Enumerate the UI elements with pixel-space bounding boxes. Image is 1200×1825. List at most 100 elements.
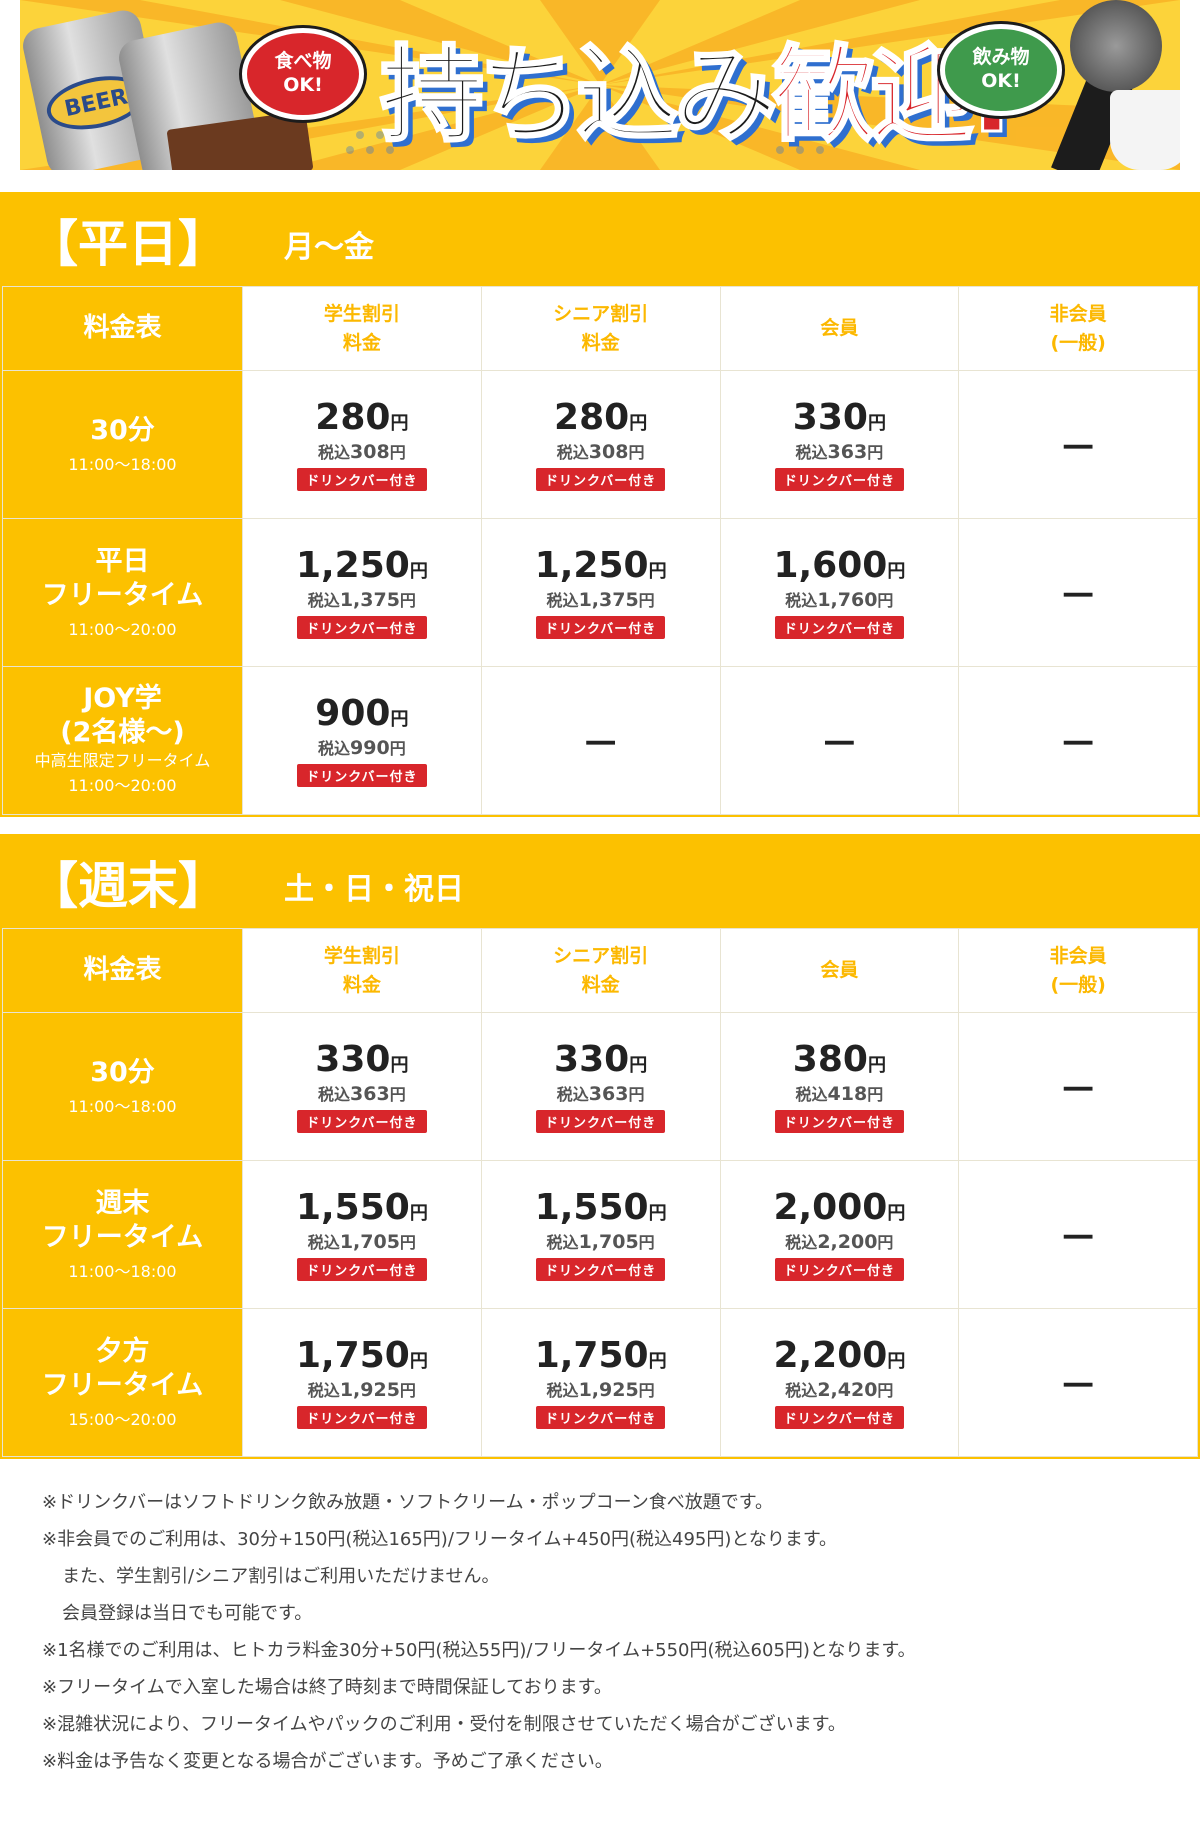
- not-available-dash: －: [1059, 722, 1098, 766]
- price-cell: 1,600円 税込1,760円 ドリンクバー付き: [719, 518, 960, 667]
- column-header-member: 会員: [719, 928, 960, 1013]
- tax-value: 308: [588, 441, 629, 464]
- price-cell: －: [719, 666, 960, 815]
- yen-unit: 円: [867, 412, 886, 434]
- tax-prefix: 税込: [318, 443, 351, 463]
- price-cell: 280円 税込308円 ドリンクバー付き: [480, 370, 721, 519]
- price-cell: －: [958, 1160, 1198, 1309]
- yen-unit: 円: [409, 560, 428, 582]
- drink-bar-badge: ドリンクバー付き: [297, 468, 427, 492]
- price-cell: －: [958, 1012, 1198, 1161]
- banner-headline: 持ち込み歓迎!: [378, 10, 1016, 161]
- tax-included-price: 税込990円: [243, 735, 481, 759]
- tax-value: 990: [350, 737, 390, 760]
- yen-unit: 円: [389, 1085, 406, 1105]
- tax-value: 418: [827, 1083, 868, 1106]
- yen-unit: 円: [390, 708, 409, 730]
- price-amount: 900円: [243, 693, 481, 734]
- price-amount: 1,600円: [721, 544, 959, 586]
- plan-name: JOY学: [83, 682, 162, 714]
- food-ok-line: 食べ物: [274, 50, 332, 73]
- headline-black: 持ち込み: [378, 33, 779, 158]
- drink-bar-badge: ドリンクバー付き: [774, 468, 905, 492]
- yen-unit: 円: [390, 1054, 409, 1076]
- price-cell: －: [480, 666, 721, 815]
- tax-included-price: 税込308円: [243, 439, 481, 463]
- price-value: 1,750: [534, 1334, 649, 1376]
- yen-unit: 円: [867, 1085, 884, 1105]
- price-value: 330: [792, 396, 868, 438]
- tax-included-price: 税込1,925円: [482, 1377, 720, 1401]
- not-available-dash: －: [1059, 574, 1098, 618]
- note-line: ※フリータイムで入室した場合は終了時刻まで時間保証しております。: [42, 1677, 612, 1698]
- tax-value: 363: [827, 441, 868, 464]
- plan-name: 夕方: [95, 1335, 150, 1367]
- tax-prefix: 税込: [556, 1085, 589, 1105]
- plan-name: 30分: [90, 1056, 155, 1088]
- drink-bar-badge: ドリンクバー付き: [535, 1258, 666, 1282]
- column-header-student: 学生割引 料金: [242, 286, 482, 371]
- not-available-dash: －: [820, 722, 859, 766]
- price-amount: 280円: [243, 397, 481, 438]
- row-header: 平日 フリータイム 11:00～20:00: [2, 518, 243, 667]
- yen-unit: 円: [628, 443, 645, 463]
- price-value: 2,000: [773, 1186, 888, 1228]
- note-line: また、学生割引/シニア割引はご利用いただけません。: [62, 1566, 500, 1587]
- row-header: 30分 11:00～18:00: [2, 1012, 243, 1161]
- tax-included-price: 税込2,200円: [721, 1229, 959, 1253]
- price-table: 料金表 学生割引 料金 シニア割引 料金 会員 非会員 (一般) 30分 11:00～1…: [2, 928, 1198, 1457]
- tax-included-price: 税込418円: [721, 1081, 959, 1105]
- note-line: ※ドリンクバーはソフトドリンク飲み放題・ソフトクリーム・ポップコーン食べ放題です…: [42, 1492, 773, 1513]
- column-header-senior: シニア割引 料金: [480, 928, 721, 1013]
- tax-value: 1,705: [578, 1231, 639, 1254]
- table-corner-label: 料金表: [2, 928, 243, 1013]
- section-title: 【平日】: [28, 215, 228, 273]
- food-ok-badge: 食べ物 OK!: [242, 28, 364, 120]
- table-corner-label: 料金表: [2, 286, 243, 371]
- tax-prefix: 税込: [307, 591, 340, 611]
- plan-note: 中高生限定フリータイム: [34, 751, 211, 771]
- plan-hours: 11:00～18:00: [68, 1262, 177, 1282]
- microphone-head-illustration: [1070, 0, 1162, 92]
- yen-unit: 円: [638, 1233, 655, 1253]
- plan-name: 平日: [95, 545, 150, 577]
- table-row: 平日 フリータイム 11:00～20:00 1,250円 税込1,375円 ドリンクバー付…: [2, 518, 1198, 667]
- tax-prefix: 税込: [795, 1085, 828, 1105]
- drink-ok-badge: 飲み物 OK!: [940, 24, 1062, 116]
- plan-name: フリータイム: [41, 1221, 204, 1253]
- yen-unit: 円: [877, 1381, 894, 1401]
- drink-ok-line: OK!: [981, 70, 1021, 92]
- price-value: 1,550: [295, 1186, 410, 1228]
- column-header-student: 学生割引 料金: [242, 928, 482, 1013]
- price-amount: 1,550円: [482, 1186, 720, 1228]
- price-value: 330: [554, 1038, 630, 1080]
- tax-prefix: 税込: [785, 591, 818, 611]
- plan-hours: 11:00～18:00: [68, 455, 177, 475]
- yen-unit: 円: [867, 443, 884, 463]
- price-value: 330: [315, 1038, 391, 1080]
- drink-bar-badge: ドリンクバー付き: [535, 616, 666, 640]
- price-amount: 1,750円: [482, 1334, 720, 1376]
- weekend-price-section: 【週末】 土・日・祝日 料金表 学生割引 料金 シニア割引 料金 会員 非会員 (一般…: [0, 834, 1200, 1459]
- tax-prefix: 税込: [556, 443, 589, 463]
- yen-unit: 円: [399, 1233, 416, 1253]
- price-value: 1,600: [773, 544, 888, 586]
- note-line: 会員登録は当日でも可能です。: [62, 1603, 313, 1624]
- table-row: 週末 フリータイム 11:00～18:00 1,550円 税込1,705円 ドリンクバー付…: [2, 1160, 1198, 1309]
- drink-bar-badge: ドリンクバー付き: [297, 616, 427, 640]
- tax-value: 2,420: [817, 1379, 878, 1402]
- price-cell: 330円 税込363円 ドリンクバー付き: [719, 370, 960, 519]
- drink-bar-badge: ドリンクバー付き: [535, 1406, 666, 1430]
- note-line: ※1名様でのご利用は、ヒトカラ料金30分+50円(税込55円)/フリータイム+5…: [42, 1640, 916, 1661]
- tax-value: 308: [350, 441, 390, 464]
- drink-bar-badge: ドリンクバー付き: [297, 1110, 427, 1134]
- price-cell: －: [958, 1308, 1198, 1457]
- yen-unit: 円: [389, 739, 406, 759]
- price-value: 1,550: [534, 1186, 649, 1228]
- drink-bar-badge: ドリンクバー付き: [535, 1110, 666, 1134]
- price-cell: 280円 税込308円 ドリンクバー付き: [242, 370, 482, 519]
- tax-included-price: 税込1,375円: [243, 587, 481, 611]
- yen-unit: 円: [887, 560, 906, 582]
- plan-name: 30分: [90, 414, 155, 446]
- price-amount: 1,250円: [243, 545, 481, 586]
